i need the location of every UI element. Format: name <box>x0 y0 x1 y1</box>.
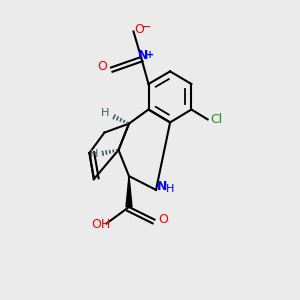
Text: H: H <box>166 184 175 194</box>
Polygon shape <box>126 176 132 207</box>
Text: H: H <box>101 108 109 118</box>
Text: −: − <box>141 21 152 34</box>
Text: OH: OH <box>91 218 110 232</box>
Text: O: O <box>98 60 107 74</box>
Text: H: H <box>89 148 98 159</box>
Text: O: O <box>158 213 168 226</box>
Text: O: O <box>135 22 144 36</box>
Text: N: N <box>138 49 148 62</box>
Text: Cl: Cl <box>210 113 222 126</box>
Text: +: + <box>146 50 154 60</box>
Text: N: N <box>157 180 167 193</box>
